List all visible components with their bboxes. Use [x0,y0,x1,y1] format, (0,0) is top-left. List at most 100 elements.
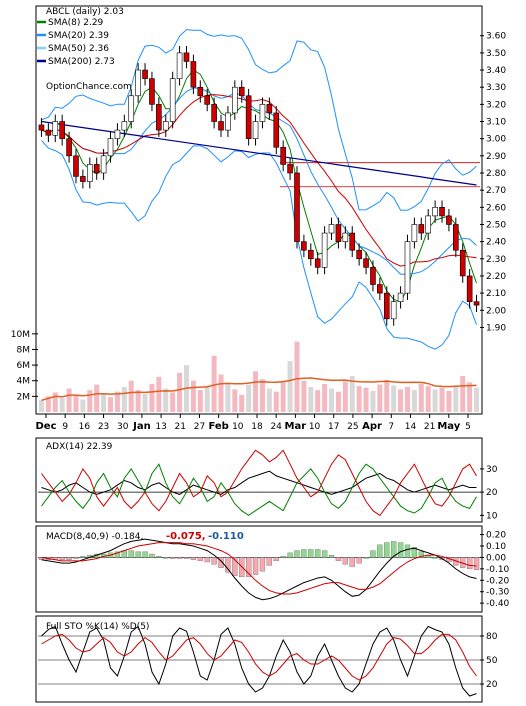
macd-hist-bar [149,553,155,558]
volume-bar [142,394,148,412]
macd-hist-bar [225,557,231,573]
candle-up [107,138,114,157]
panel-tick-label: 30 [486,465,498,475]
macd-frame [35,525,483,613]
price-tick-label: 2.60 [486,203,506,213]
price-tick-label: 2.90 [486,152,506,162]
candle-down [301,241,307,251]
candle-down [149,78,155,105]
x-tick-label: 30 [117,422,129,432]
candle-up [397,292,404,302]
volume-bar [211,355,217,412]
volume-bar [474,387,480,412]
bollinger-upper [41,29,477,211]
chart-title: ABCL (daily) 2.03 [46,7,124,17]
sto-title: Full STO %K(14) %D(5) [46,622,149,632]
price-tick-label: 3.20 [486,100,506,110]
macd-hist-bar [308,549,314,558]
macd-hist-bar [259,557,266,572]
macd-hist-bar [135,551,141,558]
macd-hist-bar [266,557,273,566]
candle-down [211,104,217,122]
macd-hist-bar [384,542,390,558]
price-tick-label: 3.00 [486,135,506,145]
price-tick-label: 2.30 [486,255,506,265]
volume-bar [356,386,362,412]
price-lines [41,29,480,350]
volume-bars [38,341,480,412]
candle-up [328,224,335,234]
price-tick-label: 2.10 [486,289,506,299]
volume-bar [425,386,431,412]
candle-down [314,258,321,268]
macd-hist-bar [128,550,134,558]
volume-bar [114,391,120,412]
volume-bar [335,391,341,412]
sto-lines [41,625,477,697]
candle-down [245,95,252,139]
volume-bar [342,381,348,412]
volume-bar [73,394,79,412]
macd-hist-bar [397,542,404,558]
candle-up [342,232,349,242]
volume-y-ticks: 10M 8M 6M 4M 2M [11,330,38,402]
macd-lines [41,538,477,601]
price-tick-label: 3.60 [486,32,506,42]
macd-hist-bar [80,556,86,558]
volume-bar [101,393,107,412]
volume-bar [322,383,328,412]
volume-bar [460,376,466,412]
volume-bar [218,374,224,412]
volume-bar [253,371,259,412]
candle-up [114,129,121,139]
panel-tick-label: 10 [486,511,498,521]
sma20-line [41,87,477,275]
candle-up [411,224,418,242]
x-tick-label: Apr [362,421,382,432]
volume-bar [149,383,155,412]
candle-down [473,301,480,306]
candle-down [59,121,65,139]
volume-bar [246,384,252,412]
sto-frame [35,615,483,703]
macd-hist-bar [377,544,383,558]
candle-down [266,104,273,114]
x-tick-label: 17 [328,422,339,432]
candle-down [197,86,204,97]
volume-bar [170,392,176,412]
volume-bar [398,389,404,412]
macd-hist-bar [391,541,397,558]
candle-down [204,95,211,105]
candle-down [280,146,286,165]
macd-hist-label: -0.110 [208,531,244,542]
macd-hist-bar [335,557,342,562]
x-tick-label: 18 [251,422,263,432]
candle-down [335,224,342,242]
candle-down [466,275,473,302]
candle-up [121,121,128,131]
sto-panel: 80 50 20 Full STO %K(14) %D(5) [35,615,498,703]
volume-bar [66,388,72,412]
price-candles [38,46,480,326]
macd-hist-bar [411,546,418,558]
candle-up [135,69,141,97]
candle-up [404,241,411,294]
x-tick-label: Dec [35,421,56,432]
macd-hist-bar [156,556,162,558]
candle-down [73,155,79,177]
candle-down [377,284,383,294]
volume-bar [156,376,162,412]
series-line--d [41,633,477,681]
volume-bar [391,385,397,412]
macd-hist-bar [114,551,121,558]
macd-hist-bar [73,557,79,559]
macd-hist-bar [183,557,190,559]
volume-sma-line [41,377,477,402]
candle-down [218,121,224,131]
macd-signal-label: -0.075, [166,531,206,542]
price-y-ticks: 3.60 3.50 3.40 3.30 3.20 3.10 3.00 2.90 2.80 2.70… [480,32,506,333]
macd-hist-bar [176,557,183,559]
macd-hist-bar [211,557,217,565]
volume-bar [446,390,452,412]
x-axis-ticks: Dec 9 16 23 30 Jan 13 21 27 Feb 10 18 24 Mar 10 17 25 Apr… [35,414,471,432]
